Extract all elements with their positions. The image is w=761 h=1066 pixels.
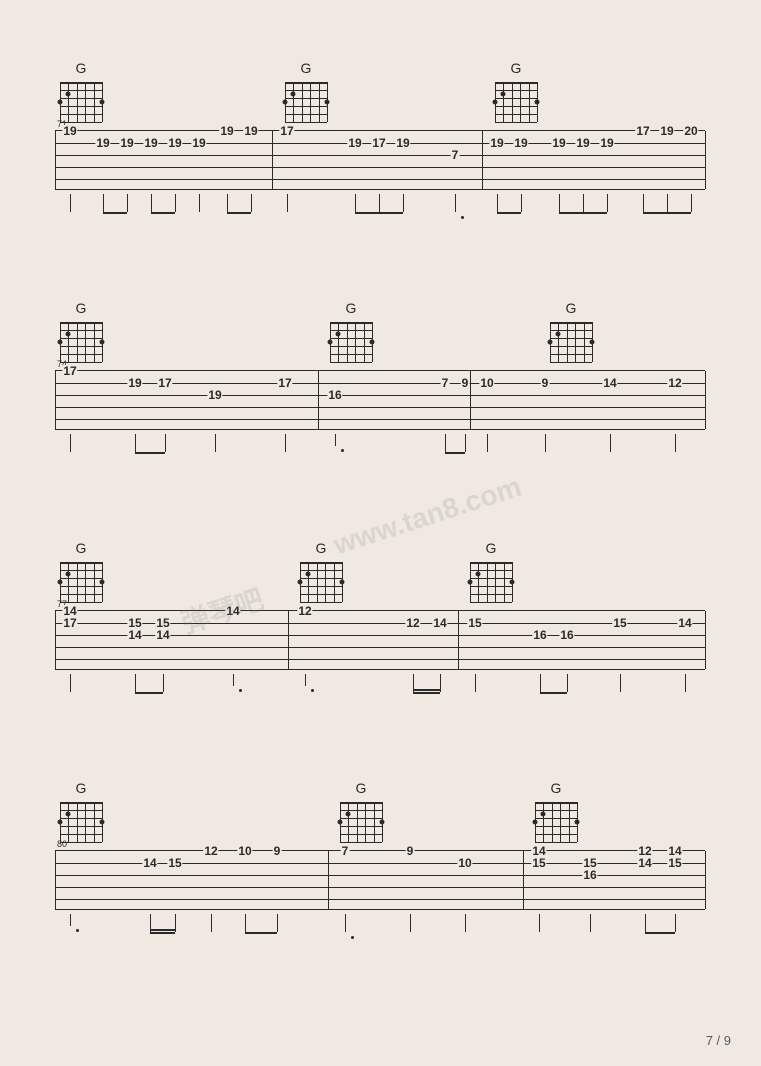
chord-diagram: G (330, 300, 372, 362)
tab-system: GGG7119191919191919191719171971919191919… (55, 60, 705, 224)
tab-staff: 77141715141514141212141516161514 (55, 610, 705, 670)
fret-number: 16 (327, 389, 342, 401)
fret-number: 7 (441, 377, 450, 389)
fret-number: 19 (489, 137, 504, 149)
fret-number: 7 (341, 845, 350, 857)
rhythm-row (55, 914, 705, 944)
fret-number: 17 (157, 377, 172, 389)
fret-number: 16 (582, 869, 597, 881)
fret-number: 19 (395, 137, 410, 149)
fret-number: 17 (371, 137, 386, 149)
chord-diagram: G (60, 60, 102, 122)
chord-label: G (470, 540, 512, 556)
chord-diagram: G (300, 540, 342, 602)
fret-number: 14 (637, 857, 652, 869)
fret-number: 12 (203, 845, 218, 857)
current-page: 7 (706, 1033, 713, 1048)
fret-number: 14 (225, 605, 240, 617)
fret-number: 15 (612, 617, 627, 629)
tab-system: GGG8014151210979101415151612141415 (55, 780, 705, 944)
chord-label: G (340, 780, 382, 796)
fret-number: 12 (405, 617, 420, 629)
fret-number: 14 (602, 377, 617, 389)
fret-number: 17 (279, 125, 294, 137)
fret-number: 19 (659, 125, 674, 137)
fret-number: 15 (467, 617, 482, 629)
chord-label: G (550, 300, 592, 316)
chord-label: G (535, 780, 577, 796)
fret-number: 10 (457, 857, 472, 869)
chord-label: G (495, 60, 537, 76)
fret-number: 19 (575, 137, 590, 149)
fret-number: 19 (513, 137, 528, 149)
total-pages: 9 (724, 1033, 731, 1048)
chord-label: G (330, 300, 372, 316)
fret-number: 14 (127, 629, 142, 641)
fret-number: 19 (127, 377, 142, 389)
fret-number: 9 (541, 377, 550, 389)
fret-number: 16 (532, 629, 547, 641)
fret-number: 7 (451, 149, 460, 161)
chord-diagram: G (60, 540, 102, 602)
page-indicator: 7 / 9 (706, 1033, 731, 1048)
fret-number: 10 (237, 845, 252, 857)
tab-system: GGG77141715141514141212141516161514 (55, 540, 705, 704)
fret-number: 14 (432, 617, 447, 629)
fret-number: 19 (191, 137, 206, 149)
chord-label: G (300, 540, 342, 556)
fret-number: 14 (155, 629, 170, 641)
fret-number: 19 (347, 137, 362, 149)
fret-number: 15 (667, 857, 682, 869)
tab-system: GGG74171917191716791091412 (55, 300, 705, 464)
fret-number: 9 (461, 377, 470, 389)
rhythm-row (55, 674, 705, 704)
fret-number: 19 (219, 125, 234, 137)
tab-staff: 7119191919191919191719171971919191919171… (55, 130, 705, 190)
fret-number: 12 (667, 377, 682, 389)
chord-label: G (60, 300, 102, 316)
fret-number: 12 (297, 605, 312, 617)
fret-number: 19 (243, 125, 258, 137)
fret-number: 15 (167, 857, 182, 869)
fret-number: 19 (143, 137, 158, 149)
chord-diagram: G (470, 540, 512, 602)
fret-number: 10 (479, 377, 494, 389)
fret-number: 9 (273, 845, 282, 857)
fret-number: 14 (142, 857, 157, 869)
fret-number: 19 (62, 125, 77, 137)
fret-number: 19 (119, 137, 134, 149)
chord-label: G (60, 60, 102, 76)
measure-number: 80 (57, 839, 67, 849)
chord-diagram: G (550, 300, 592, 362)
fret-number: 19 (207, 389, 222, 401)
chord-label: G (60, 540, 102, 556)
fret-number: 17 (62, 617, 77, 629)
fret-number: 19 (551, 137, 566, 149)
tab-staff: 74171917191716791091412 (55, 370, 705, 430)
fret-number: 9 (406, 845, 415, 857)
fret-number: 14 (677, 617, 692, 629)
fret-number: 19 (599, 137, 614, 149)
chord-diagram: G (60, 300, 102, 362)
chord-diagram: G (285, 60, 327, 122)
fret-number: 17 (277, 377, 292, 389)
chord-label: G (285, 60, 327, 76)
tab-staff: 8014151210979101415151612141415 (55, 850, 705, 910)
fret-number: 19 (167, 137, 182, 149)
chord-diagram: G (340, 780, 382, 842)
rhythm-row (55, 194, 705, 224)
fret-number: 17 (62, 365, 77, 377)
fret-number: 20 (683, 125, 698, 137)
fret-number: 16 (559, 629, 574, 641)
fret-number: 15 (531, 857, 546, 869)
chord-diagram: G (535, 780, 577, 842)
fret-number: 17 (635, 125, 650, 137)
chord-label: G (60, 780, 102, 796)
rhythm-row (55, 434, 705, 464)
chord-diagram: G (60, 780, 102, 842)
chord-diagram: G (495, 60, 537, 122)
fret-number: 19 (95, 137, 110, 149)
